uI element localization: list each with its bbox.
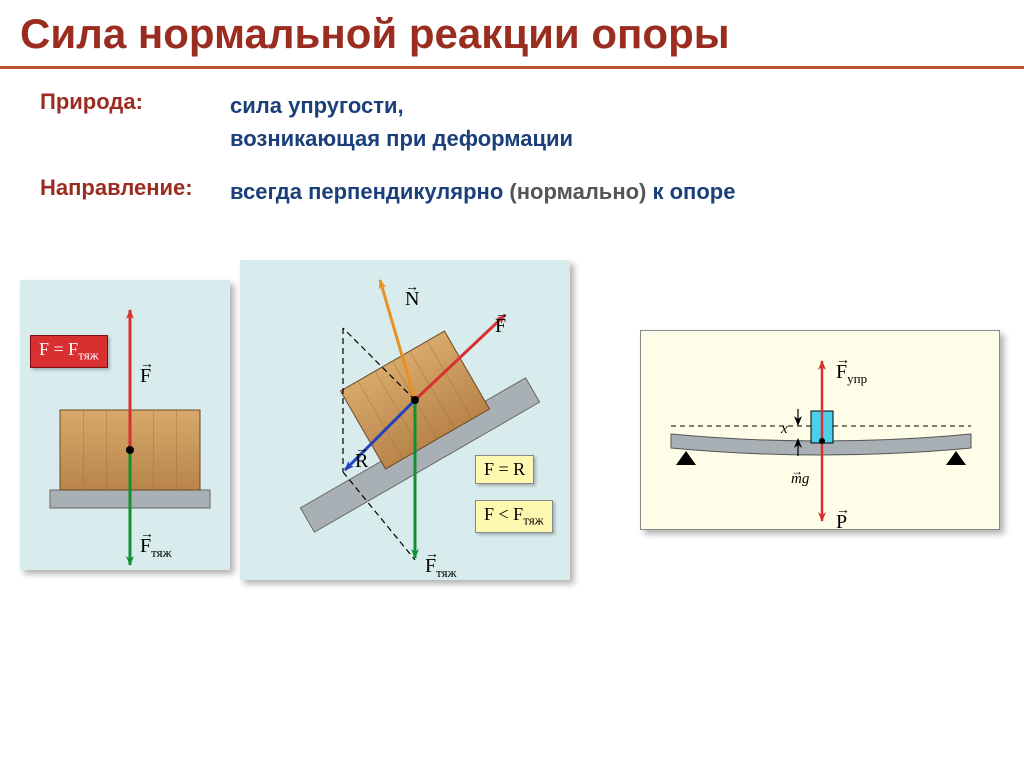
formula-label: F < Fтяж xyxy=(475,500,553,533)
vector-label: F→ xyxy=(140,365,151,388)
direction-text: всегда перпендикулярно (нормально) к опо… xyxy=(230,175,735,208)
vector-label: N→ xyxy=(405,288,419,311)
vector-label: F→тяж xyxy=(140,535,172,561)
diagram-inclined-block: N→ F→ R→ F→тяж F = R F < Fтяж xyxy=(240,260,570,580)
vector-label: R→ xyxy=(355,450,368,473)
formula-label: F = R xyxy=(475,455,534,484)
mg-label: mg→ xyxy=(791,471,809,488)
direction-row: Направление: всегда перпендикулярно (нор… xyxy=(40,175,984,208)
x-label: x xyxy=(781,421,788,438)
vector-label: F→упр xyxy=(836,361,867,387)
formula-label: F = Fтяж xyxy=(30,335,108,368)
diagram-flat-block: F→ F→тяж F = Fтяж xyxy=(20,280,230,570)
vector-label: P→ xyxy=(836,511,847,534)
nature-row: Природа: сила упругости, возникающая при… xyxy=(40,89,984,155)
diagram-beam: xmg→F→упрP→ xyxy=(640,330,1000,530)
page-title: Сила нормальной реакции опоры xyxy=(0,0,1024,69)
nature-label: Природа: xyxy=(40,89,230,155)
vector-label: F→тяж xyxy=(425,555,457,581)
direction-label: Направление: xyxy=(40,175,230,208)
vector-label: F→ xyxy=(495,315,506,338)
nature-text: сила упругости, возникающая при деформац… xyxy=(230,89,573,155)
definition-rows: Природа: сила упругости, возникающая при… xyxy=(0,69,1024,208)
diagrams-area: F→ F→тяж F = Fтяж N→ F→ R→ F→тяж F = R F < Fтяж… xyxy=(0,260,1024,660)
